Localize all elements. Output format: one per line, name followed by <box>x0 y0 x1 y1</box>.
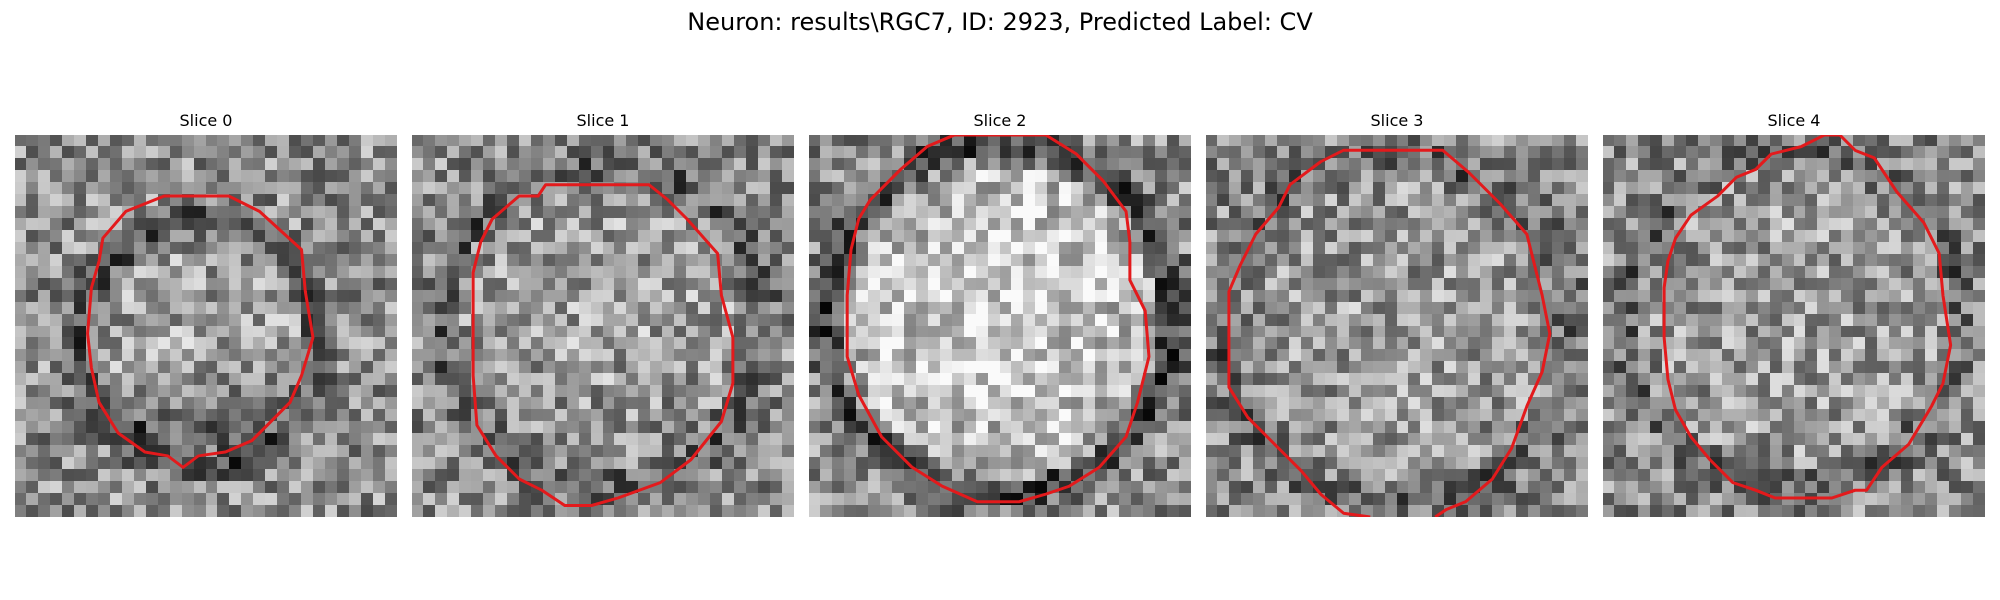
slice-image-0 <box>15 135 397 517</box>
slice-title: Slice 0 <box>179 111 233 130</box>
slice-title: Slice 1 <box>576 111 630 130</box>
slice-panel-0: Slice 0 <box>15 108 397 517</box>
slice-title: Slice 4 <box>1767 111 1821 130</box>
slice-panel-4: Slice 4 <box>1603 108 1985 517</box>
slice-panel-2: Slice 2 <box>809 108 1191 517</box>
slice-image-2 <box>809 135 1191 517</box>
slice-title: Slice 2 <box>973 111 1027 130</box>
slice-panel-1: Slice 1 <box>412 108 794 517</box>
slice-image-1 <box>412 135 794 517</box>
figure-title: Neuron: results\RGC7, ID: 2923, Predicte… <box>687 8 1313 36</box>
slice-title: Slice 3 <box>1370 111 1424 130</box>
slice-image-4 <box>1603 135 1985 517</box>
slice-image-3 <box>1206 135 1588 517</box>
slice-panel-3: Slice 3 <box>1206 108 1588 517</box>
